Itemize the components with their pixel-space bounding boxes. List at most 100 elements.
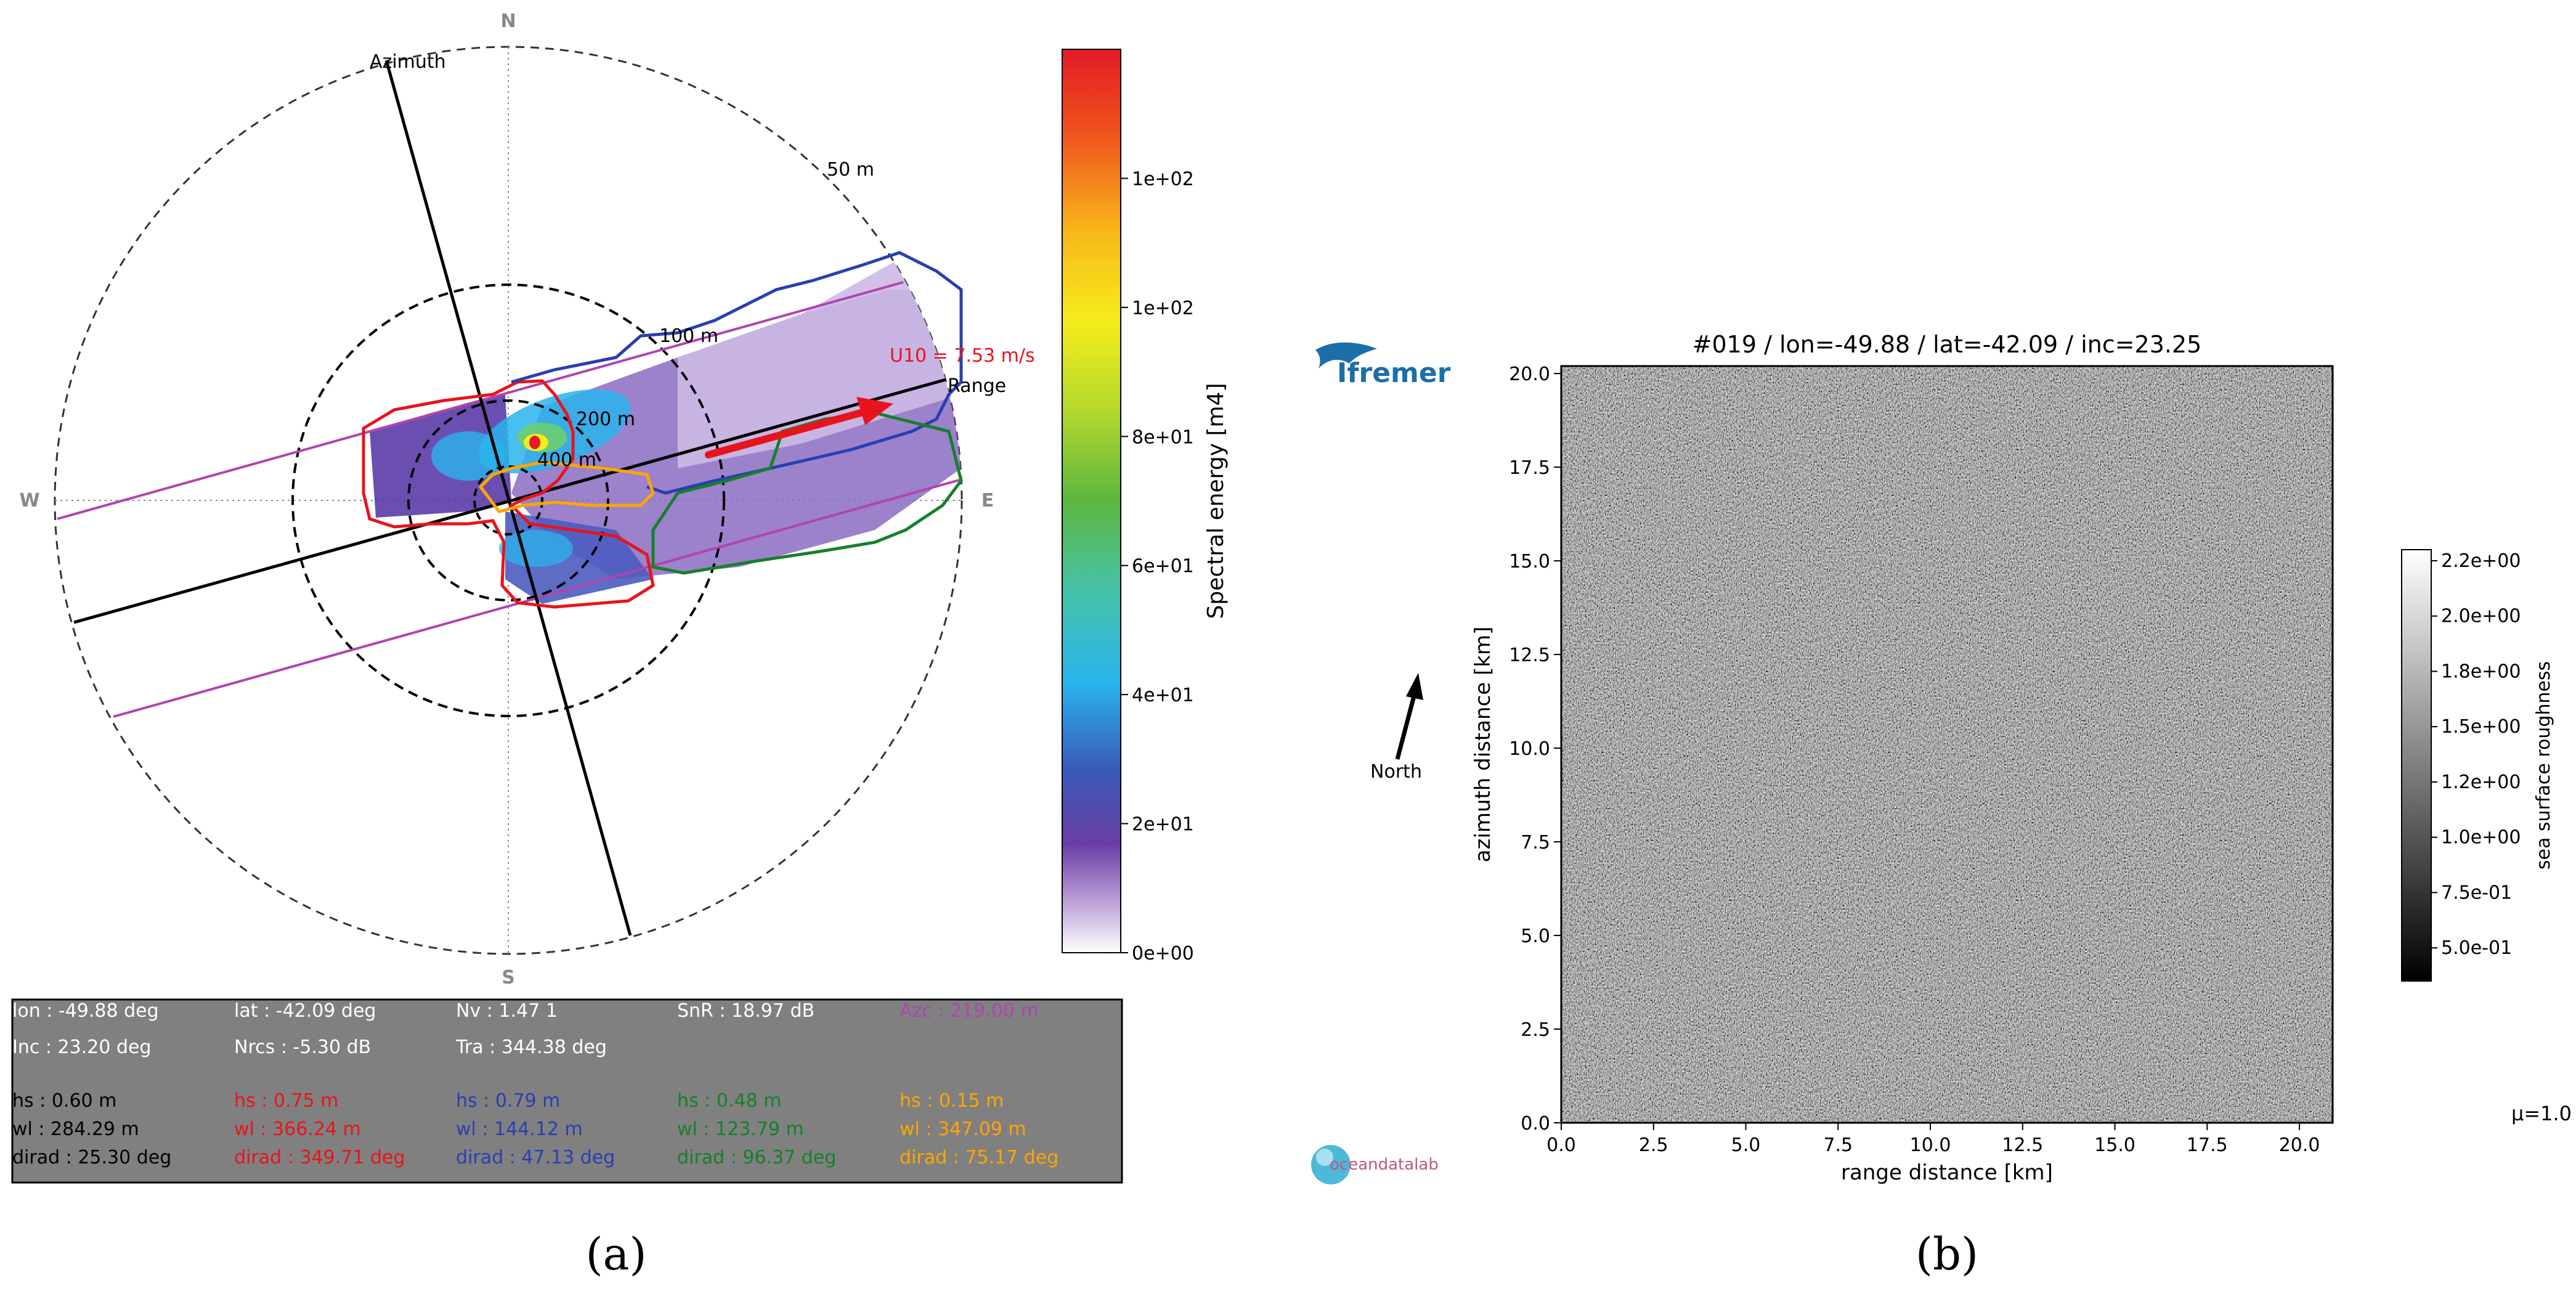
colorbar-a-tick-label: 8e+01 xyxy=(1132,426,1194,448)
spectrum-cyan-left xyxy=(431,431,505,481)
cardinal-east: E xyxy=(981,490,994,511)
sar-xtick-label: 20.0 xyxy=(2279,1134,2320,1156)
sar-xtick-label: 17.5 xyxy=(2187,1134,2228,1156)
colorbar-a-tick-label: 2e+01 xyxy=(1132,814,1194,836)
sar-xlabel: range distance [km] xyxy=(1841,1160,2053,1185)
ring-200m xyxy=(407,399,609,601)
sar-title: #019 / lon=-49.88 / lat=-42.09 / inc=23.… xyxy=(1692,331,2202,358)
info-cell: hs : 0.48 m xyxy=(677,1090,781,1112)
sar-xtick-label: 5.0 xyxy=(1731,1134,1761,1156)
wind-label: U10 = 7.53 m/s xyxy=(890,345,1035,367)
info-cell: wl : 366.24 m xyxy=(234,1118,361,1140)
sar-image-frame xyxy=(1560,365,2334,1124)
north-label: North xyxy=(1370,761,1422,783)
polar-spectrum-panel: N S W E 50 m 100 m 200 m 400 m Azimuth R… xyxy=(19,10,1034,988)
sar-ytick-label: 12.5 xyxy=(1509,645,1550,666)
colorbar-b-ticks: 5.0e-01 7.5e-01 1.0e+00 1.2e+00 1.5e+00 1.8e+… xyxy=(2431,550,2521,959)
info-cell: Nv : 1.47 1 xyxy=(456,1000,558,1022)
caption-a: (a) xyxy=(585,1228,646,1280)
mu-label: μ=1.0 xyxy=(2511,1102,2572,1125)
info-cell: hs : 0.15 m xyxy=(900,1090,1004,1112)
info-cell: Tra : 344.38 deg xyxy=(455,1036,607,1058)
sar-image-texture xyxy=(1561,366,2333,1123)
info-cell: dirad : 47.13 deg xyxy=(456,1147,615,1168)
colorbar-b-tick-label: 2.2e+00 xyxy=(2441,550,2521,572)
ifremer-logo-mark xyxy=(1315,342,1377,369)
colorbar-a-tick-label: 1e+02 xyxy=(1132,168,1194,190)
colorbar-a-tick-label: 0e+00 xyxy=(1132,943,1194,964)
info-cell: Azc : 219.00 m xyxy=(900,1000,1039,1022)
ifremer-logo: Ifremer xyxy=(1315,342,1451,389)
sar-ytick-label: 7.5 xyxy=(1521,832,1550,853)
colorbar-a-label: Spectral energy [m4] xyxy=(1203,383,1229,619)
info-cell: dirad : 75.17 deg xyxy=(900,1147,1058,1168)
oceandatalab-globe-highlight xyxy=(1316,1149,1333,1166)
info-cell: SnR : 18.97 dB xyxy=(677,1000,815,1022)
north-arrow-head xyxy=(1406,673,1423,700)
wind-arrow-shaft xyxy=(705,406,876,458)
info-cell: wl : 144.12 m xyxy=(456,1118,583,1140)
azimuth-axis xyxy=(384,60,632,936)
sar-image-panel: #019 / lon=-49.88 / lat=-42.09 / inc=23.… xyxy=(1471,331,2334,1185)
info-cell: hs : 0.79 m xyxy=(456,1090,560,1112)
colorbar-b-tick-label: 2.0e+00 xyxy=(2441,606,2521,627)
sar-xtick-label: 15.0 xyxy=(2094,1134,2135,1156)
info-table-cells: lon : -49.88 deg lat : -42.09 deg Nv : 1.4… xyxy=(12,1000,1058,1168)
sar-ytick-label: 20.0 xyxy=(1509,364,1550,385)
colorbar-b-tick-label: 7.5e-01 xyxy=(2441,882,2512,903)
info-cell: lat : -42.09 deg xyxy=(234,1000,376,1022)
sar-ytick-label: 10.0 xyxy=(1509,738,1550,760)
colorbar-a-ticks: 0e+00 2e+01 4e+01 6e+01 8e+01 1e+02 1e+02 xyxy=(1121,168,1194,964)
range-axis-label: Range xyxy=(948,375,1006,397)
info-cell: dirad : 349.71 deg xyxy=(234,1147,405,1168)
sar-xtick-label: 7.5 xyxy=(1823,1134,1853,1156)
oceandatalab-logo-text: oceandatalab xyxy=(1330,1155,1439,1174)
cardinal-north: N xyxy=(500,10,516,32)
info-cell: wl : 123.79 m xyxy=(677,1118,804,1140)
range-axis xyxy=(73,378,946,624)
sar-ylabel: azimuth distance [km] xyxy=(1471,627,1495,863)
colorbar-a-gradient xyxy=(1062,49,1121,953)
colorbar-b-gradient xyxy=(2401,549,2432,982)
info-cell: Nrcs : -5.30 dB xyxy=(234,1036,371,1058)
colorbar-b-tick-label: 1.5e+00 xyxy=(2441,716,2521,738)
colorbar-b: 5.0e-01 7.5e-01 1.0e+00 1.2e+00 1.5e+00 1.8e+… xyxy=(2401,549,2554,982)
sar-ytick-label: 5.0 xyxy=(1521,926,1550,947)
info-cell: hs : 0.60 m xyxy=(12,1090,116,1112)
info-cell: Inc : 23.20 deg xyxy=(12,1036,152,1058)
ifremer-logo-text: Ifremer xyxy=(1337,357,1451,389)
north-indicator: North xyxy=(1370,673,1423,783)
cardinal-south: S xyxy=(502,967,515,988)
north-arrow-shaft xyxy=(1395,688,1418,760)
ring-label-50m: 50 m xyxy=(827,159,874,181)
caption-b: (b) xyxy=(1916,1228,1978,1280)
colorbar-a-tick-label: 6e+01 xyxy=(1132,556,1194,577)
colorbar-b-label: sea surface roughness xyxy=(2533,661,2554,869)
colorbar-b-tick-label: 5.0e-01 xyxy=(2441,937,2512,959)
info-table: lon : -49.88 deg lat : -42.09 deg Nv : 1.4… xyxy=(11,998,1123,1184)
info-cell: dirad : 25.30 deg xyxy=(12,1147,171,1168)
sar-axis-ticks: 0.0 2.5 5.0 7.5 10.0 12.5 15.0 17.5 20.0 0.0 2.5 5.… xyxy=(1509,364,2320,1156)
colorbar-a-tick-label: 4e+01 xyxy=(1132,685,1194,706)
colorbar-a: 0e+00 2e+01 4e+01 6e+01 8e+01 1e+02 1e+02 Spec… xyxy=(1062,49,1229,964)
ring-label-400m: 400 m xyxy=(537,449,596,471)
partition-red-contour xyxy=(362,379,655,609)
partition-green-contour xyxy=(651,411,963,575)
oceandatalab-logo: oceandatalab xyxy=(1311,1145,1439,1184)
info-cell: lon : -49.88 deg xyxy=(12,1000,159,1022)
sar-ytick-label: 0.0 xyxy=(1521,1113,1550,1134)
info-cell: wl : 347.09 m xyxy=(900,1118,1026,1140)
sar-ytick-label: 15.0 xyxy=(1509,551,1550,572)
sar-ytick-label: 17.5 xyxy=(1509,457,1550,479)
info-cell: dirad : 96.37 deg xyxy=(677,1147,836,1168)
spectrum-cyan-lower xyxy=(499,530,573,567)
ring-label-100m: 100 m xyxy=(659,325,718,347)
info-cell: wl : 284.29 m xyxy=(12,1118,139,1140)
partition-blue-contour xyxy=(511,251,963,495)
sar-xtick-label: 0.0 xyxy=(1546,1134,1576,1156)
partition-orange-contour xyxy=(478,460,655,513)
ring-100m xyxy=(291,283,725,717)
spectrum-cells xyxy=(370,259,961,604)
info-table-background xyxy=(11,998,1123,1184)
